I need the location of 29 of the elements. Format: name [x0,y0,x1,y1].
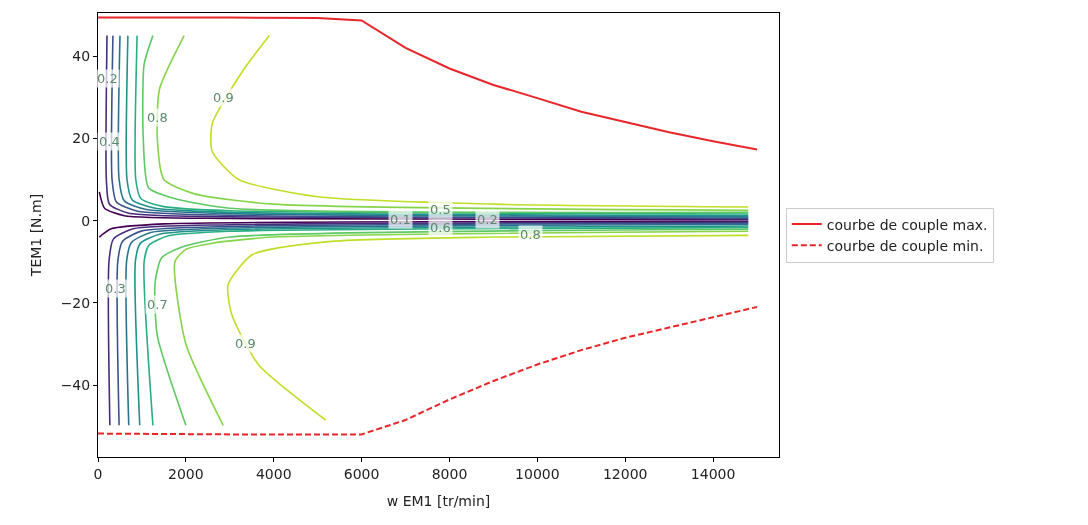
x-tick-label: 0 [93,465,103,482]
x-axis-title: w EM1 [tr/min] [386,493,491,510]
x-tick-label: 14000 [690,465,736,482]
x-tick-label: 10000 [515,465,560,482]
legend-label: courbe de couple min. [826,237,984,254]
x-tick-label: 12000 [602,465,648,482]
annotation: 0.2 [477,212,498,227]
annotation: 0.9 [235,336,256,351]
annotation: 0.8 [520,227,541,242]
annotation: 0.1 [390,212,411,227]
y-axis-title: TEM1 [N.m] [28,193,45,278]
y-tick-label: 20 [72,130,91,147]
y-tick-label: 40 [72,48,91,65]
legend-label: courbe de couple max. [826,216,988,233]
annotation: 0.9 [213,90,234,105]
annotation: 0.5 [430,202,451,217]
x-tick-label: 8000 [431,465,468,482]
y-tick-label: −40 [60,376,91,393]
annotation: 0.2 [97,71,118,86]
y-tick-label: −20 [60,294,91,311]
x-tick-label: 2000 [168,465,204,482]
annotation: 0.3 [105,281,126,296]
annotation: 0.6 [430,220,451,235]
x-tick-label: 4000 [255,465,292,482]
annotation: 0.7 [147,297,168,312]
x-tick-label: 6000 [343,465,380,482]
y-tick-label: 0 [81,212,91,229]
annotation: 0.8 [147,110,168,125]
annotation: 0.4 [99,134,120,149]
